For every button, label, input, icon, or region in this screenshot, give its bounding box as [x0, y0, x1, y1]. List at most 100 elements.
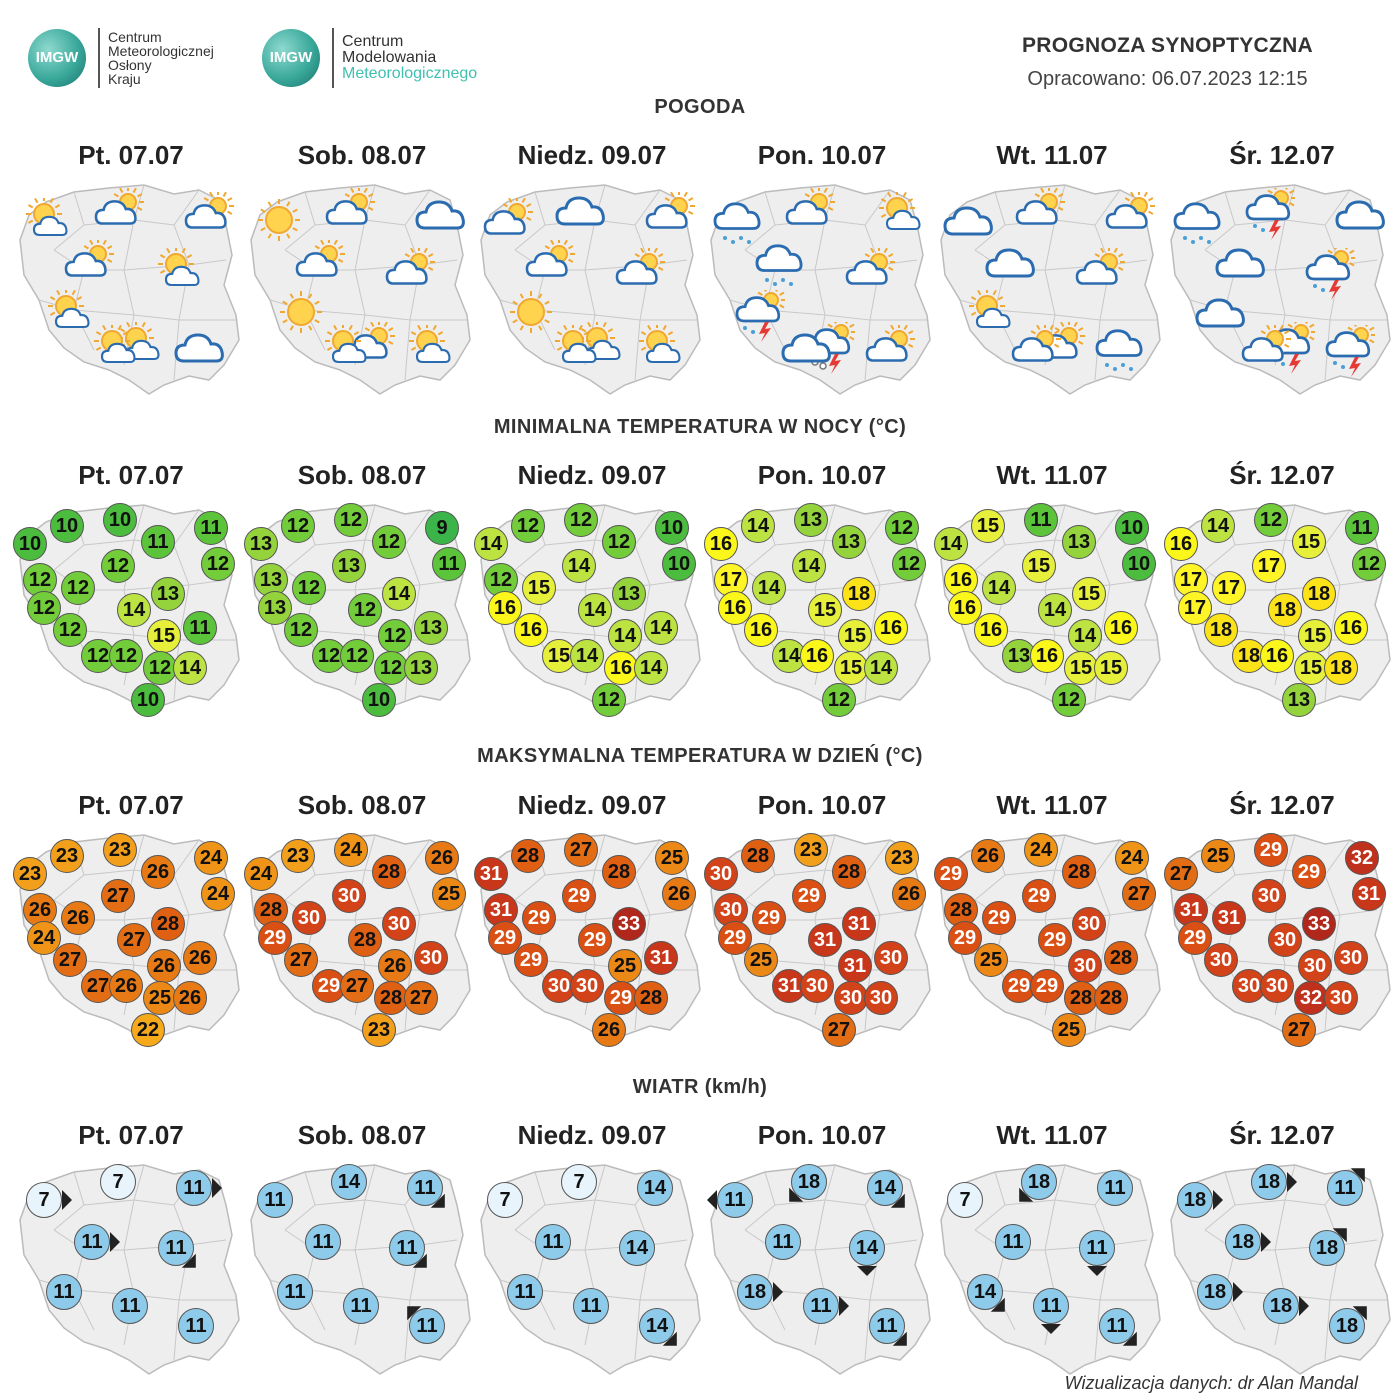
wind-value: 18: [791, 1164, 827, 1200]
tmax-value: 24: [334, 833, 368, 867]
tmax-value: 25: [432, 877, 466, 911]
tmin-map: 14 12 11 16 15 12 17 17 17 18 17 18 16 18 15 18 16 15 18 13: [1164, 500, 1397, 717]
tmin-value: 12: [374, 651, 408, 685]
wind-value: 11: [1099, 1308, 1135, 1344]
wind-marker: 11: [1325, 1168, 1365, 1208]
tmax-value: 24: [27, 921, 61, 955]
tmin-value: 17: [1178, 591, 1212, 625]
weather-map: [475, 180, 707, 395]
cloud-icon: [1215, 240, 1265, 299]
tmax-value: 23: [13, 857, 47, 891]
cloud-icon: [415, 192, 465, 251]
wind-map: 18 18 11 18 18 18 18 18: [1165, 1160, 1397, 1375]
tmin-value: 10: [662, 547, 696, 581]
cloud-icon: [555, 188, 605, 247]
tmax-value: 30: [834, 981, 868, 1015]
wind-marker: 7: [98, 1162, 138, 1202]
tmax-map: 23 24 26 24 28 25 30 28 30 30 29 28 30 27 26 29 27 28 27 23: [244, 830, 477, 1047]
wind-value: 7: [561, 1164, 597, 1200]
cloud-sun-icon: [295, 238, 345, 299]
tmin-value: 13: [794, 503, 828, 537]
tmax-value: 24: [1024, 833, 1058, 867]
day-label: Wt. 11.07: [996, 460, 1108, 490]
wind-marker: 11: [1095, 1168, 1135, 1208]
wind-value: 18: [1329, 1308, 1365, 1344]
tmax-value: 28: [602, 855, 636, 889]
tmin-value: 17: [1252, 549, 1286, 583]
wind-marker: 11: [110, 1286, 150, 1326]
wind-marker: 7: [559, 1162, 599, 1202]
day-label: Niedz. 09.07: [517, 140, 667, 170]
day-label: Sob. 08.07: [297, 140, 427, 170]
tmax-value: 29: [514, 943, 548, 977]
wind-value: 18: [1225, 1224, 1261, 1260]
tmax-value: 30: [1334, 941, 1368, 975]
tmin-value: 13: [1282, 683, 1316, 717]
tmin-value: 12: [61, 571, 95, 605]
tmax-value: 28: [634, 981, 668, 1015]
tmin-value: 18: [1232, 639, 1266, 673]
logo-cmok-text: Centrum Meteorologicznej Osłony Kraju: [108, 29, 214, 87]
cloud-sun-icon: [184, 190, 234, 251]
tmin-value: 10: [131, 683, 165, 717]
wind-marker: 11: [44, 1272, 84, 1312]
tmin-value: 10: [1122, 547, 1156, 581]
wind-marker: 7: [945, 1180, 985, 1220]
tmax-value: 26: [183, 941, 217, 975]
wind-marker: 18: [735, 1272, 783, 1312]
tmax-value: 28: [832, 855, 866, 889]
section-title-weather: POGODA: [654, 96, 746, 118]
tmax-value: 28: [1064, 981, 1098, 1015]
sun-cloud-icon: [90, 323, 140, 384]
wind-marker: 11: [387, 1228, 427, 1268]
wind-marker: 14: [617, 1228, 657, 1268]
day-label: Pt. 07.07: [78, 460, 184, 490]
tmin-map: 12 12 10 14 12 10 14 12 15 13 16 14 14 16 14 15 14 16 14 12: [474, 500, 707, 717]
wind-marker: 11: [176, 1306, 216, 1346]
tmin-value: 10: [13, 527, 47, 561]
day-label: Pon. 10.07: [757, 140, 887, 170]
wind-value: 11: [409, 1308, 445, 1344]
sun-cloud-icon: [875, 190, 925, 251]
tmax-value: 28: [372, 855, 406, 889]
tmax-value: 30: [1068, 949, 1102, 983]
tmin-value: 18: [842, 577, 876, 611]
tmax-value: 30: [332, 879, 366, 913]
wind-marker: 11: [505, 1272, 545, 1312]
tmin-value: 12: [340, 639, 374, 673]
cloud-sun-icon: [1075, 246, 1125, 307]
cloud-rain-icon: [755, 240, 805, 299]
cloud-icon: [174, 325, 224, 384]
section-title-tmin: MINIMALNA TEMPERATURA W NOCY (°C): [493, 416, 907, 438]
tmin-value: 14: [864, 651, 898, 685]
cloud-sun-icon: [325, 186, 375, 247]
tmin-value: 12: [592, 683, 626, 717]
sun-icon: [275, 290, 325, 349]
wind-marker: 11: [993, 1222, 1033, 1262]
wind-marker: 18: [1195, 1272, 1243, 1312]
tmax-value: 27: [1122, 877, 1156, 911]
wind-value: 11: [389, 1230, 425, 1266]
tmax-value: 28: [151, 907, 185, 941]
tmin-value: 16: [514, 613, 548, 647]
tmax-value: 31: [1352, 877, 1386, 911]
tmin-value: 15: [1294, 651, 1328, 685]
tmax-value: 31: [644, 941, 678, 975]
cloud-icon: [1335, 192, 1385, 251]
wind-value: 11: [869, 1308, 905, 1344]
wind-value: 18: [1251, 1164, 1287, 1200]
tmin-value: 11: [141, 525, 175, 559]
tmax-value: 27: [284, 943, 318, 977]
cloud-icon: [985, 240, 1035, 299]
tmin-value: 12: [511, 509, 545, 543]
day-label: Niedz. 09.07: [517, 460, 667, 490]
wind-marker: 11: [174, 1168, 222, 1208]
tmin-value: 12: [348, 593, 382, 627]
cloud-sun-icon: [1011, 323, 1061, 384]
tmax-value: 30: [542, 969, 576, 1003]
cloud-sun-icon: [94, 186, 144, 247]
wind-value: 14: [967, 1274, 1003, 1310]
wind-value: 11: [1097, 1170, 1133, 1206]
tmin-value: 12: [53, 613, 87, 647]
tmin-value: 18: [1268, 593, 1302, 627]
